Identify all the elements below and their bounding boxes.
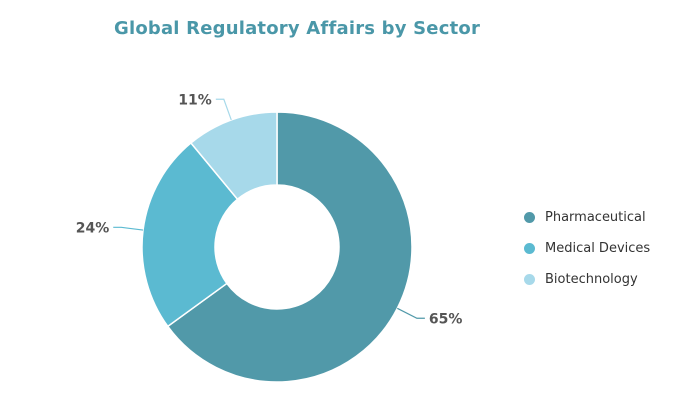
legend-item-medical-devices: Medical Devices — [524, 233, 650, 264]
data-label-biotechnology: 11% — [178, 92, 212, 108]
legend-swatch-pharmaceutical — [524, 212, 535, 223]
legend-label-medical-devices: Medical Devices — [545, 241, 651, 256]
data-label-pharmaceutical: 65% — [429, 311, 463, 327]
slice-pharmaceutical — [166, 111, 413, 383]
legend-swatch-biotechnology — [524, 274, 535, 285]
legend: Pharmaceutical Medical Devices Biotechnolo… — [524, 202, 650, 295]
slice-biotechnology — [189, 111, 278, 201]
legend-item-pharmaceutical: Pharmaceutical — [524, 202, 650, 233]
legend-item-biotechnology: Biotechnology — [524, 264, 650, 295]
legend-swatch-medical-devices — [524, 243, 535, 254]
leader-line-medical-devices — [113, 226, 144, 231]
data-label-medical-devices: 24% — [76, 220, 110, 236]
chart-title: Global Regulatory Affairs by Sector — [113, 18, 481, 39]
legend-label-biotechnology: Biotechnology — [545, 272, 638, 287]
leader-line-biotechnology — [215, 98, 232, 121]
leader-line-pharmaceutical — [397, 307, 425, 319]
slice-medical-devices — [141, 141, 239, 328]
legend-label-pharmaceutical: Pharmaceutical — [545, 210, 646, 225]
